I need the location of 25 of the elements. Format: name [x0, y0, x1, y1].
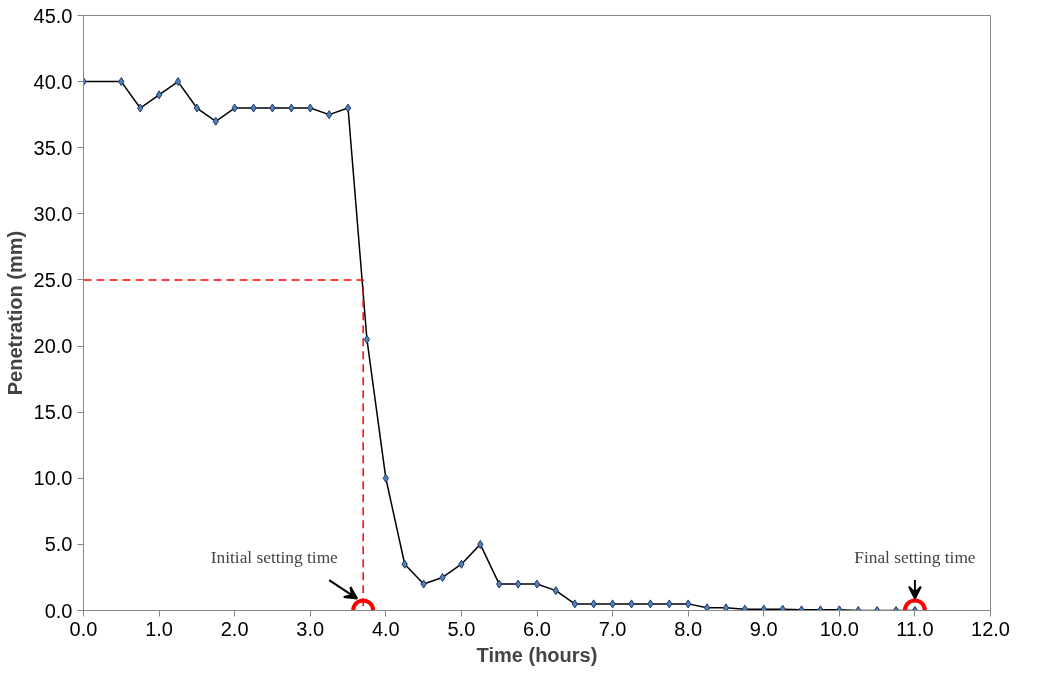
- y-tick-label: 25.0: [33, 268, 73, 291]
- y-tick-label: 20.0: [33, 335, 73, 358]
- y-tick-label: 40.0: [33, 70, 73, 93]
- annotation: Final setting time: [854, 547, 976, 567]
- x-tick-label: 8.0: [674, 617, 703, 640]
- x-tick-label: 6.0: [523, 617, 551, 640]
- x-tick-label: 4.0: [371, 617, 400, 640]
- y-axis-title: Penetration (mm): [3, 230, 26, 396]
- x-tick-label: 9.0: [749, 617, 778, 640]
- x-tick-label: 7.0: [598, 617, 627, 640]
- y-tick-label: 15.0: [33, 401, 73, 424]
- x-tick-label: 3.0: [296, 617, 325, 640]
- x-tick-label: 1.0: [145, 617, 173, 640]
- annotation: Initial setting time: [210, 547, 339, 567]
- y-tick-label: 35.0: [33, 136, 73, 159]
- y-tick-label: 30.0: [33, 202, 73, 225]
- x-tick-label: 2.0: [220, 617, 249, 640]
- y-tick-label: 45.0: [33, 4, 73, 27]
- x-tick-label: 11.0: [896, 617, 934, 640]
- y-tick-label: 5.0: [44, 533, 73, 556]
- y-tick-label: 10.0: [33, 467, 73, 490]
- x-tick-label: 10.0: [819, 617, 859, 640]
- x-axis-title: Time (hours): [476, 643, 598, 666]
- x-tick-label: 5.0: [447, 617, 476, 640]
- x-tick-label: 12.0: [971, 617, 1010, 640]
